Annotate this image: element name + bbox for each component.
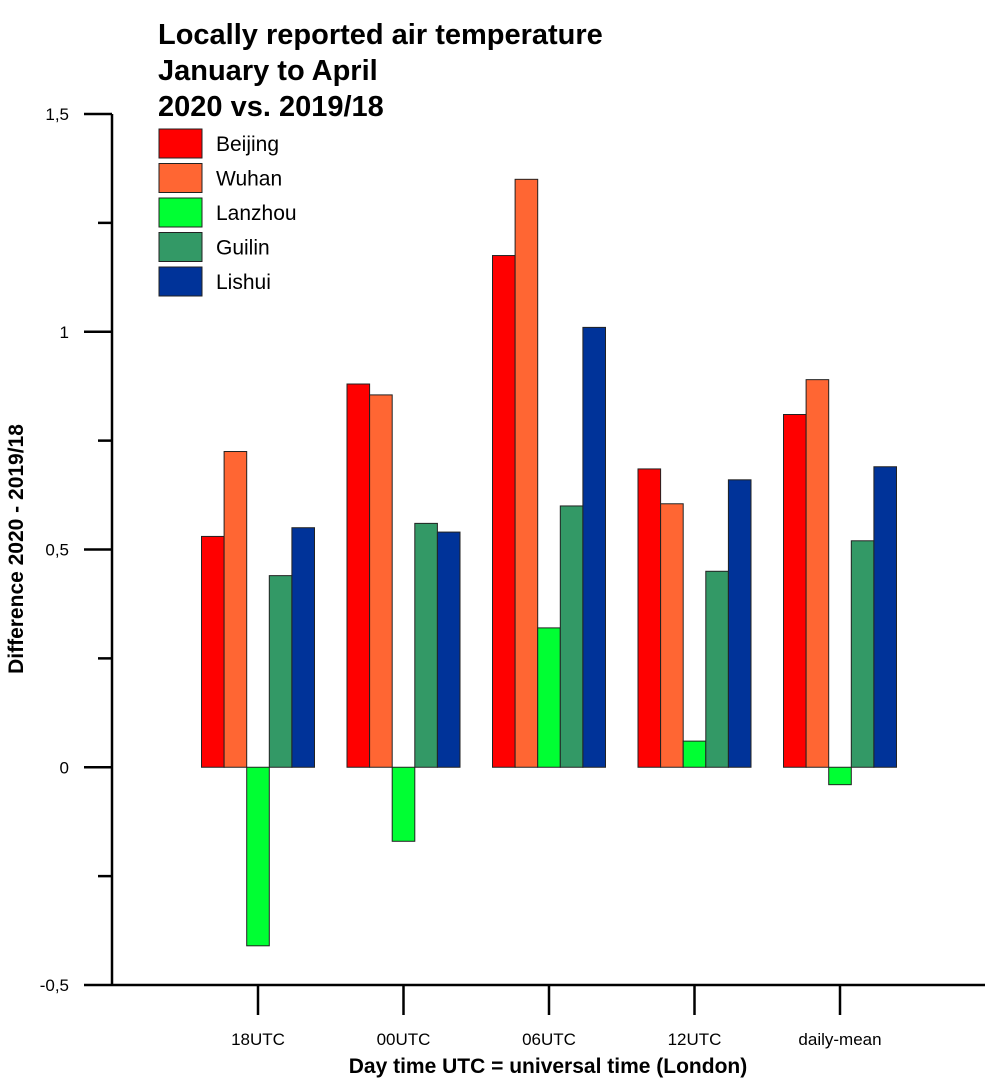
- bar-lanzhou-12utc: [682, 740, 707, 768]
- legend-swatch-wuhan: [158, 163, 203, 193]
- bar-wuhan-daily-mean: [805, 379, 830, 768]
- y-tick-label: -0,5: [40, 976, 69, 995]
- bar-wuhan-00utc: [369, 394, 393, 768]
- bar-lishui-12utc: [727, 479, 752, 768]
- bar-wuhan-12utc: [660, 503, 684, 768]
- x-tick-label: daily-mean: [798, 1030, 881, 1049]
- title-line-1: Locally reported air temperature: [158, 19, 603, 51]
- legend-swatch-lanzhou: [158, 197, 203, 228]
- legend-label-wuhan: Wuhan: [216, 168, 282, 191]
- y-axis-title: Difference 2020 - 2019/18: [5, 424, 28, 674]
- bar-beijing-daily-mean: [783, 414, 807, 768]
- bar-guilin-12utc: [705, 570, 729, 768]
- bar-guilin-06utc: [559, 505, 584, 768]
- x-tick-label: 06UTC: [522, 1030, 576, 1049]
- x-axis-title: Day time UTC = universal time (London): [349, 1055, 747, 1078]
- axes: -0,5 0 0,5 1 1,5 18UTC 00UTC 06UTC 12UTC daily-me…: [40, 105, 985, 1049]
- x-tick-label: 18UTC: [231, 1030, 285, 1049]
- y-tick-label: 1: [60, 323, 69, 342]
- bar-lanzhou-00utc: [391, 766, 416, 842]
- bar-lanzhou-06utc: [537, 627, 561, 768]
- title-line-3: 2020 vs. 2019/18: [158, 91, 384, 123]
- bar-lishui-06utc: [582, 326, 607, 768]
- legend-label-guilin: Guilin: [216, 237, 270, 260]
- x-tick-label: 12UTC: [668, 1030, 722, 1049]
- bar-guilin-daily-mean: [850, 540, 875, 768]
- legend-label-lishui: Lishui: [216, 271, 271, 294]
- bar-lishui-18utc: [291, 527, 315, 768]
- bar-lanzhou-daily-mean: [828, 766, 852, 786]
- chart-title: Locally reported air temperature January…: [158, 19, 603, 123]
- bar-guilin-00utc: [414, 522, 438, 768]
- legend-swatch-beijing: [158, 128, 203, 159]
- legend-swatch-guilin: [158, 232, 203, 262]
- bar-beijing-00utc: [346, 383, 371, 768]
- bar-beijing-06utc: [492, 255, 516, 768]
- bar-beijing-18utc: [201, 535, 225, 768]
- bar-wuhan-18utc: [223, 451, 248, 768]
- bar-beijing-12utc: [637, 468, 662, 768]
- bar-lishui-00utc: [436, 531, 461, 768]
- bar-guilin-18utc: [268, 575, 293, 768]
- legend-swatch-lishui: [158, 266, 203, 297]
- legend: Beijing Wuhan Lanzhou Guilin Lishui: [158, 128, 297, 297]
- bar-lishui-daily-mean: [873, 466, 898, 768]
- y-tick-label: 0: [60, 758, 69, 777]
- bars: [201, 178, 898, 947]
- y-tick-label: 1,5: [45, 105, 69, 124]
- bar-wuhan-06utc: [514, 178, 539, 768]
- bar-lanzhou-18utc: [246, 766, 270, 947]
- title-line-2: January to April: [158, 55, 378, 87]
- x-tick-label: 00UTC: [377, 1030, 431, 1049]
- legend-label-beijing: Beijing: [216, 133, 279, 156]
- y-tick-label: 0,5: [45, 541, 69, 560]
- legend-label-lanzhou: Lanzhou: [216, 202, 297, 225]
